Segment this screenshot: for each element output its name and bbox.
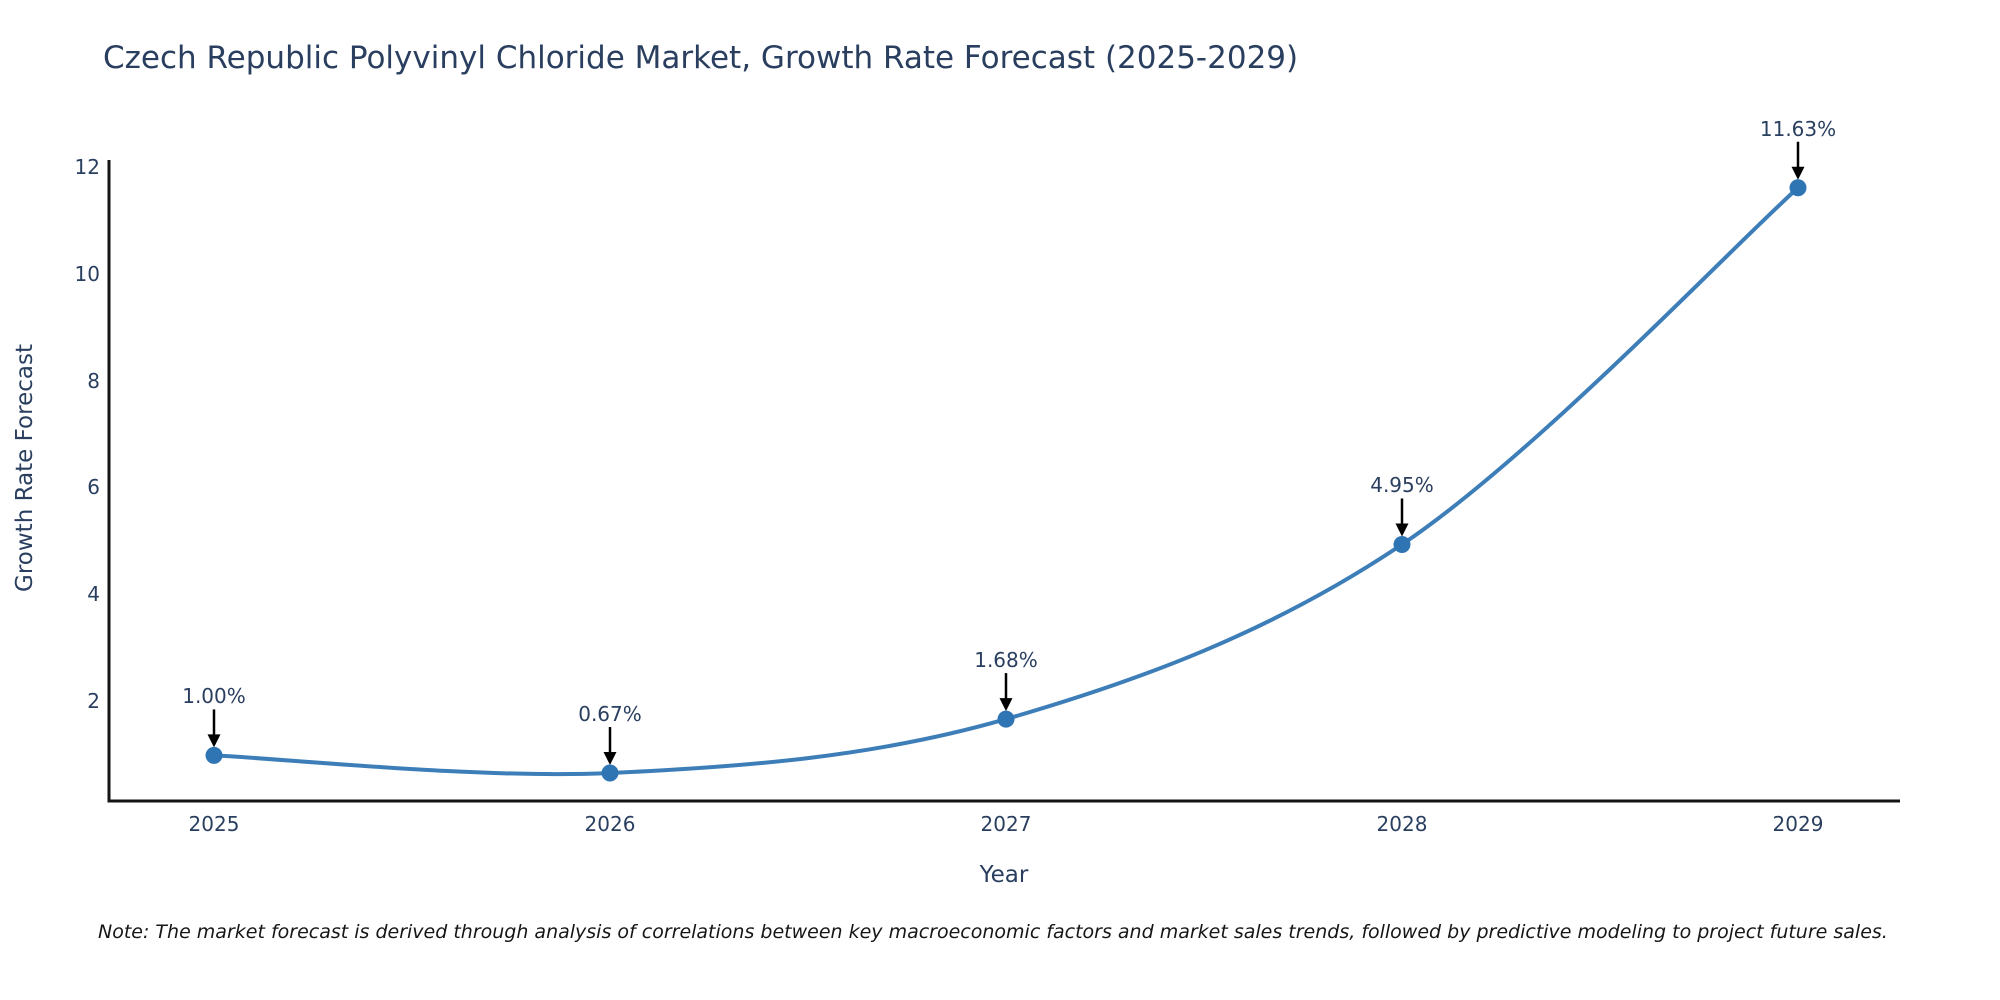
x-tick-label: 2029	[1772, 812, 1824, 836]
y-tick-label: 4	[87, 582, 100, 607]
data-point-marker[interactable]	[1789, 179, 1807, 197]
annotation-arrowhead-icon	[1791, 166, 1805, 180]
annotation-arrowhead-icon	[603, 752, 617, 766]
data-point-marker[interactable]	[1393, 535, 1411, 553]
x-axis-title: Year	[979, 862, 1029, 888]
annotation-arrowhead-icon	[1395, 523, 1409, 537]
y-tick-label: 12	[74, 155, 100, 179]
chart-title: Czech Republic Polyvinyl Chloride Market…	[103, 40, 1299, 76]
x-tick-label: 2028	[1376, 812, 1428, 836]
data-point-label: 0.67%	[578, 702, 642, 727]
series-line	[212, 185, 1800, 777]
data-point-label: 1.00%	[182, 684, 246, 709]
annotation-arrowhead-icon	[999, 698, 1013, 712]
data-point-marker[interactable]	[205, 746, 223, 764]
annotation-arrowhead-icon	[207, 734, 221, 748]
y-tick-label: 6	[87, 475, 100, 500]
data-point-label: 11.63%	[1759, 116, 1837, 141]
footnote: Note: The market forecast is derived thr…	[98, 921, 1888, 943]
y-tick-label: 2	[87, 689, 100, 713]
x-tick-label: 2027	[980, 812, 1032, 836]
data-point-marker[interactable]	[601, 764, 619, 782]
data-point-marker[interactable]	[997, 710, 1015, 728]
data-point-label: 1.68%	[974, 648, 1038, 673]
y-tick-label: 10	[74, 261, 100, 286]
y-tick-label: 8	[87, 368, 100, 393]
data-point-label: 4.95%	[1370, 473, 1434, 498]
x-tick-label: 2025	[188, 812, 240, 836]
x-tick-label: 2026	[584, 812, 636, 836]
